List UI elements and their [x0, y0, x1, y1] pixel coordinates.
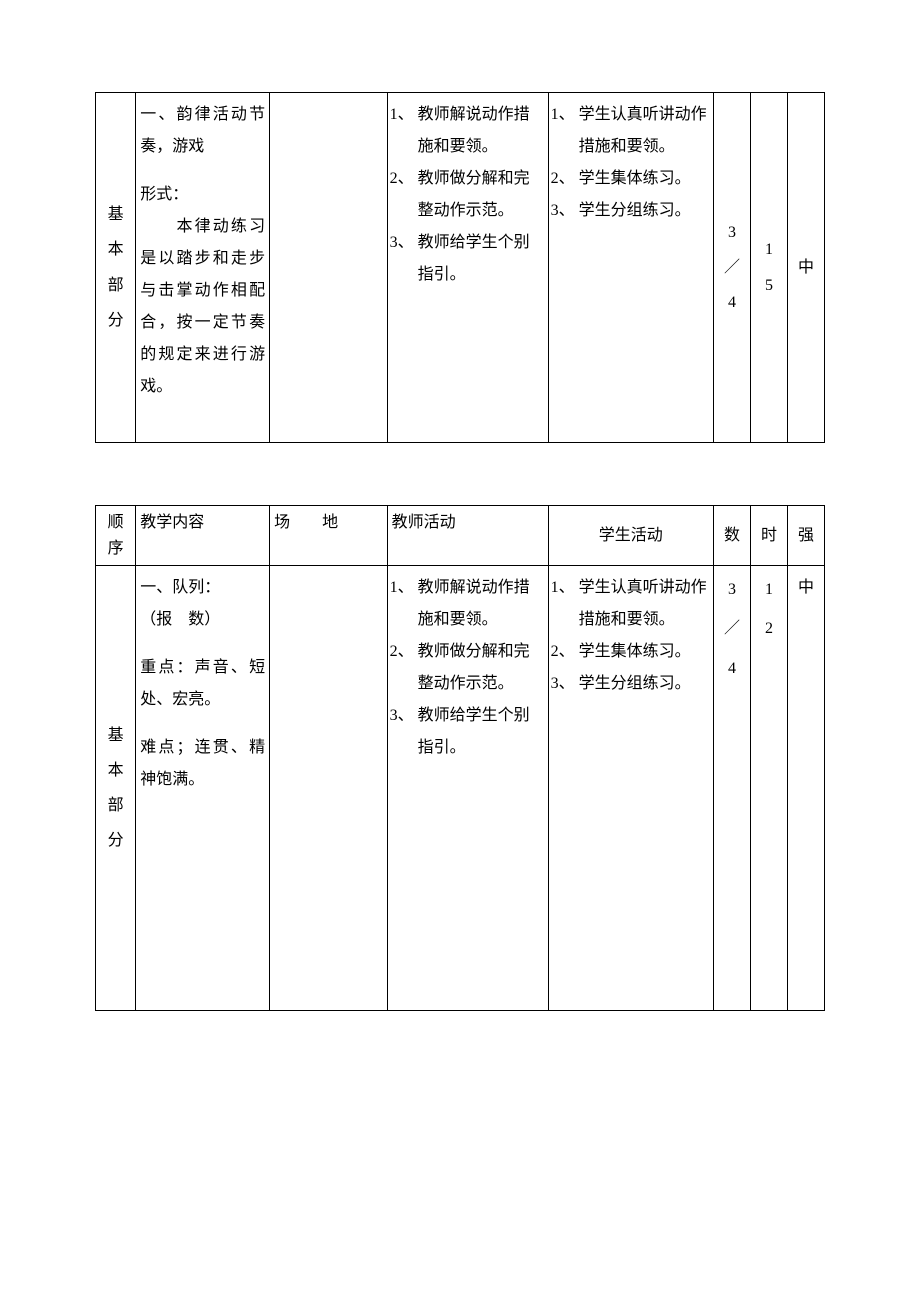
- count-value: ／: [718, 611, 746, 646]
- table-gap: [95, 443, 825, 505]
- list-num: 1、: [551, 572, 579, 604]
- count-value: ／: [718, 250, 746, 285]
- list-text: 学生认真听讲动作措施和要领。: [579, 572, 709, 636]
- list-item: 2、学生集体练习。: [551, 636, 709, 668]
- list-num: 3、: [390, 227, 418, 259]
- section-char: 本: [100, 753, 131, 788]
- list-item: 3、学生分组练习。: [551, 195, 709, 227]
- content-line: [140, 163, 265, 179]
- student-activity-cell: 1、学生认真听讲动作措施和要领。 2、学生集体练习。 3、学生分组练习。: [548, 566, 713, 1011]
- section-char: 基: [100, 718, 131, 753]
- section-char: 基: [100, 197, 131, 232]
- list-item: 3、学生分组练习。: [551, 668, 709, 700]
- section-label-cell: 基 本 部 分: [96, 566, 136, 1011]
- count-value: 4: [718, 651, 746, 686]
- header-field: 场 地: [270, 506, 388, 566]
- list-num: 1、: [551, 99, 579, 131]
- count-value: 3: [718, 572, 746, 607]
- header-content: 教学内容: [136, 506, 270, 566]
- time-cell: 1 2: [750, 566, 787, 1011]
- content-line: （报 数）: [140, 604, 265, 636]
- time-value: 5: [755, 268, 783, 303]
- time-value: 1: [755, 572, 783, 607]
- list-item: 1、学生认真听讲动作措施和要领。: [551, 99, 709, 163]
- content-line: 形式：: [140, 179, 265, 211]
- header-time: 时: [750, 506, 787, 566]
- content-line: 一、韵律活动节奏，游戏: [140, 99, 265, 163]
- lesson-table-2: 顺序 教学内容 场 地 教师活动 学生活动 数 时 强 基 本 部 分 一、队列…: [95, 505, 825, 1011]
- time-value: 1: [755, 232, 783, 267]
- list-num: 2、: [551, 636, 579, 668]
- list-item: 1、教师解说动作措施和要领。: [390, 572, 544, 636]
- header-teacher: 教师活动: [387, 506, 548, 566]
- section-char: 部: [100, 788, 131, 823]
- teacher-activity-cell: 1、教师解说动作措施和要领。 2、教师做分解和完整动作示范。 3、教师给学生个别…: [387, 93, 548, 443]
- list-text: 教师解说动作措施和要领。: [418, 572, 544, 636]
- list-item: 3、教师给学生个别指引。: [390, 700, 544, 764]
- list-num: 1、: [390, 99, 418, 131]
- header-seq: 顺序: [96, 506, 136, 566]
- count-value: 3: [718, 215, 746, 250]
- section-char: 部: [100, 268, 131, 303]
- count-value: 4: [718, 285, 746, 320]
- list-text: 学生分组练习。: [579, 195, 709, 227]
- header-row: 顺序 教学内容 场 地 教师活动 学生活动 数 时 强: [96, 506, 825, 566]
- content-line: 本律动练习是以踏步和走步与击掌动作相配合，按一定节奏的规定来进行游戏。: [140, 211, 265, 403]
- content-line: 重点：声音、短处、宏亮。: [140, 652, 265, 716]
- list-text: 学生认真听讲动作措施和要领。: [579, 99, 709, 163]
- table-row: 基 本 部 分 一、韵律活动节奏，游戏 形式： 本律动练习是以踏步和走步与击掌动…: [96, 93, 825, 443]
- list-item: 3、教师给学生个别指引。: [390, 227, 544, 291]
- intensity-cell: 中: [787, 566, 824, 1011]
- section-label-cell: 基 本 部 分: [96, 93, 136, 443]
- list-text: 教师给学生个别指引。: [418, 700, 544, 764]
- content-line: 难点；连贯、精神饱满。: [140, 732, 265, 796]
- count-cell: 3 ／ 4: [713, 566, 750, 1011]
- list-text: 学生集体练习。: [579, 636, 709, 668]
- list-item: 2、教师做分解和完整动作示范。: [390, 636, 544, 700]
- time-cell: 1 5: [750, 93, 787, 443]
- list-item: 1、教师解说动作措施和要领。: [390, 99, 544, 163]
- list-text: 教师做分解和完整动作示范。: [418, 163, 544, 227]
- header-intensity: 强: [787, 506, 824, 566]
- content-line: 一、队列：: [140, 572, 265, 604]
- content-line: [140, 716, 265, 732]
- field-cell: [270, 566, 388, 1011]
- count-cell: 3 ／ 4: [713, 93, 750, 443]
- lesson-table-1: 基 本 部 分 一、韵律活动节奏，游戏 形式： 本律动练习是以踏步和走步与击掌动…: [95, 92, 825, 443]
- list-num: 3、: [551, 668, 579, 700]
- list-num: 3、: [551, 195, 579, 227]
- section-char: 分: [100, 303, 131, 338]
- list-text: 教师解说动作措施和要领。: [418, 99, 544, 163]
- list-text: 教师给学生个别指引。: [418, 227, 544, 291]
- list-text: 教师做分解和完整动作示范。: [418, 636, 544, 700]
- table-row: 基 本 部 分 一、队列： （报 数） 重点：声音、短处、宏亮。 难点；连贯、精…: [96, 566, 825, 1011]
- field-cell: [270, 93, 388, 443]
- intensity-value: 中: [798, 259, 814, 276]
- intensity-cell: 中: [787, 93, 824, 443]
- section-char: 本: [100, 232, 131, 267]
- teacher-activity-cell: 1、教师解说动作措施和要领。 2、教师做分解和完整动作示范。 3、教师给学生个别…: [387, 566, 548, 1011]
- list-num: 3、: [390, 700, 418, 732]
- content-line: [140, 636, 265, 652]
- list-item: 1、学生认真听讲动作措施和要领。: [551, 572, 709, 636]
- section-char: 分: [100, 823, 131, 858]
- header-count: 数: [713, 506, 750, 566]
- list-num: 2、: [390, 163, 418, 195]
- header-student: 学生活动: [548, 506, 713, 566]
- list-num: 2、: [551, 163, 579, 195]
- teaching-content-cell: 一、队列： （报 数） 重点：声音、短处、宏亮。 难点；连贯、精神饱满。: [136, 566, 270, 1011]
- list-text: 学生集体练习。: [579, 163, 709, 195]
- time-value: 2: [755, 611, 783, 646]
- list-text: 学生分组练习。: [579, 668, 709, 700]
- list-item: 2、学生集体练习。: [551, 163, 709, 195]
- teaching-content-cell: 一、韵律活动节奏，游戏 形式： 本律动练习是以踏步和走步与击掌动作相配合，按一定…: [136, 93, 270, 443]
- list-num: 2、: [390, 636, 418, 668]
- student-activity-cell: 1、学生认真听讲动作措施和要领。 2、学生集体练习。 3、学生分组练习。: [548, 93, 713, 443]
- intensity-value: 中: [798, 579, 814, 596]
- list-item: 2、教师做分解和完整动作示范。: [390, 163, 544, 227]
- list-num: 1、: [390, 572, 418, 604]
